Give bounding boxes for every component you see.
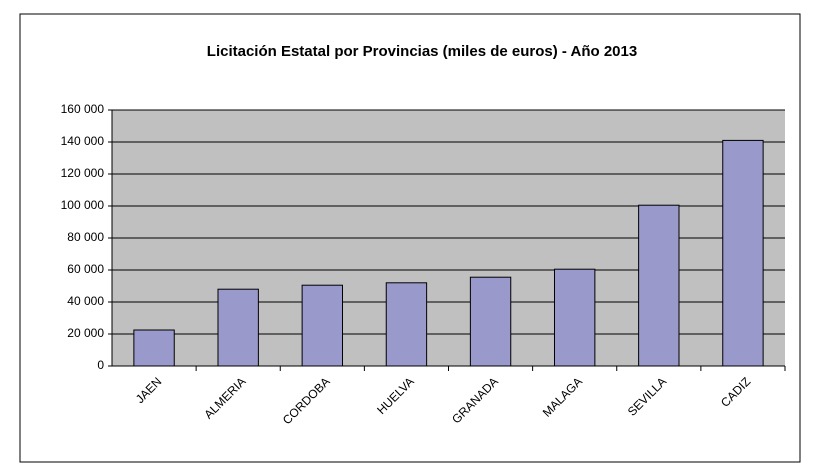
- bar: [553, 268, 596, 367]
- y-tick-label: 40 000: [67, 294, 104, 308]
- y-tick-label: 60 000: [67, 262, 104, 276]
- y-tick-label: 140 000: [61, 134, 105, 148]
- y-tick-label: 0: [97, 358, 104, 372]
- bar: [722, 139, 764, 367]
- y-tick-label: 100 000: [61, 198, 105, 212]
- y-tick-label: 20 000: [67, 326, 104, 340]
- y-tick-label: 80 000: [67, 230, 104, 244]
- y-tick-label: 120 000: [61, 166, 105, 180]
- bar: [385, 282, 428, 367]
- bar: [301, 284, 344, 367]
- bar: [469, 276, 512, 367]
- chart-title: Licitación Estatal por Provincias (miles…: [207, 43, 637, 60]
- bar: [217, 288, 259, 367]
- bar: [133, 329, 175, 367]
- bar: [638, 204, 680, 367]
- y-tick-label: 160 000: [61, 102, 105, 116]
